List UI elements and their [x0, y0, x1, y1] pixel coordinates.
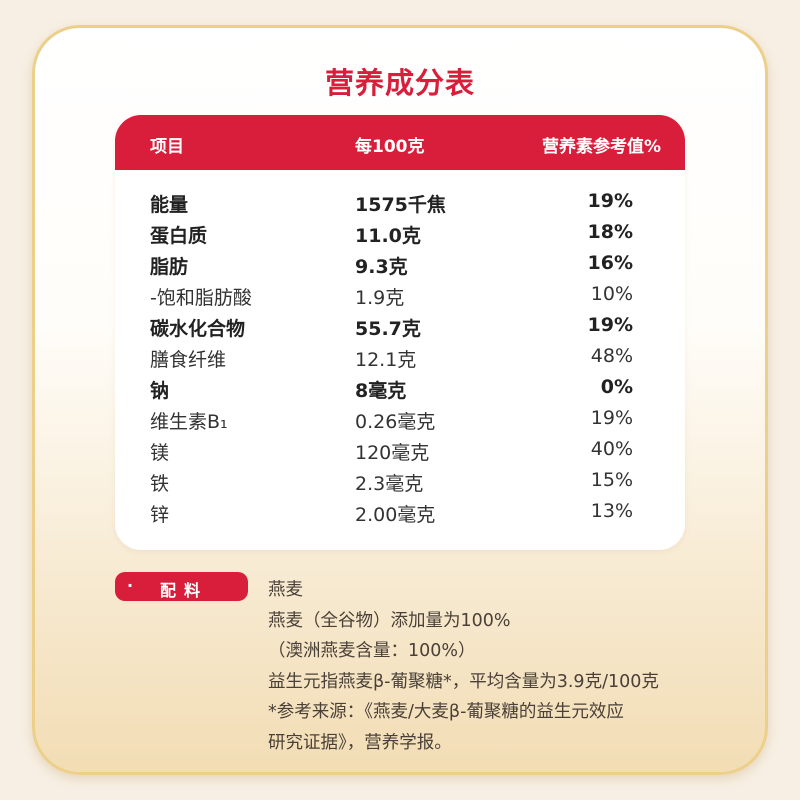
nutrient-name: 锌 — [150, 504, 170, 526]
ingredient-line: 益生元指燕麦β-葡聚糖*，平均含量为3.9克/100克 — [268, 671, 659, 692]
nutrient-nrv: 48% — [590, 345, 633, 367]
nutrient-nrv: 18% — [587, 221, 633, 243]
table-row: 维生素B₁ 0.26毫克 19% — [115, 405, 685, 436]
nutrient-name: 铁 — [150, 473, 170, 495]
nutrient-name: 镁 — [150, 442, 170, 464]
nutrient-amount: 12.1克 — [355, 349, 417, 371]
ingredient-line: 研究证据》，营养学报。 — [268, 732, 452, 753]
nutrient-amount: 8毫克 — [355, 380, 407, 402]
nutrient-name: 钠 — [150, 380, 170, 402]
header-nrv: 营养素参考值% — [541, 137, 661, 157]
ingredients-text: 燕麦燕麦（全谷物）添加量为100% （澳洲燕麦含量：100%） 益生元指燕麦β-葡聚… — [268, 575, 659, 758]
nutrient-nrv: 19% — [590, 407, 633, 429]
table-row: 钠 8毫克 0% — [115, 374, 685, 405]
nutrient-nrv: 16% — [587, 252, 633, 274]
table-header: 项目 每100克 营养素参考值% — [115, 115, 685, 170]
ingredient-line: （澳洲燕麦含量：100%） — [268, 641, 476, 661]
table-row: 能量 1575千焦 19% — [115, 188, 685, 219]
nutrition-table: 项目 每100克 营养素参考值% 能量 1575千焦 19% 蛋白质 11.0克 18% 脂… — [115, 115, 685, 550]
nutrient-amount: 9.3克 — [355, 256, 408, 278]
table-row: 膳食纤维 12.1克 48% — [115, 343, 685, 374]
nutrient-amount: 1575千焦 — [355, 194, 446, 216]
nutrient-name: -饱和脂肪酸 — [150, 287, 252, 309]
nutrient-amount: 11.0克 — [355, 225, 421, 247]
nutrient-amount: 0.26毫克 — [355, 411, 436, 433]
nutrient-amount: 2.00毫克 — [355, 504, 436, 526]
nutrient-nrv: 10% — [590, 283, 633, 305]
page-title: 营养成分表 — [324, 66, 475, 100]
header-item: 项目 — [150, 137, 184, 157]
nutrient-name: 能量 — [150, 194, 189, 216]
table-row: 镁 120毫克 40% — [115, 436, 685, 467]
nutrient-nrv: 40% — [590, 438, 633, 460]
nutrient-amount: 120毫克 — [355, 442, 430, 464]
nutrient-nrv: 15% — [590, 469, 633, 491]
nutrient-amount: 1.9克 — [355, 287, 405, 309]
nutrient-nrv: 0% — [600, 376, 633, 398]
ingredient-line: *参考来源：《燕麦/大麦β-葡聚糖的益生元效应 — [268, 702, 624, 722]
table-row: 锌 2.00毫克 13% — [115, 498, 685, 529]
badge-dot: · — [127, 576, 134, 595]
nutrient-nrv: 19% — [587, 190, 633, 212]
ingredients-badge: · 配料 — [115, 572, 248, 601]
nutrient-amount: 55.7克 — [355, 318, 421, 340]
nutrient-name: 碳水化合物 — [150, 318, 246, 340]
nutrient-name: 膳食纤维 — [150, 349, 227, 371]
nutrient-nrv: 19% — [587, 314, 633, 336]
table-row: 脂肪 9.3克 16% — [115, 250, 685, 281]
table-row: 铁 2.3毫克 15% — [115, 467, 685, 498]
ingredient-line: 燕麦（全谷物）添加量为100% — [268, 610, 511, 631]
ingredients-label: 配料 — [160, 581, 209, 600]
nutrient-nrv: 13% — [590, 500, 633, 522]
table-row: -饱和脂肪酸 1.9克 10% — [115, 281, 685, 312]
header-per-100g: 每100克 — [355, 137, 425, 157]
table-row: 蛋白质 11.0克 18% — [115, 219, 685, 250]
nutrient-amount: 2.3毫克 — [355, 473, 424, 495]
nutrient-name: 维生素B₁ — [150, 411, 228, 433]
nutrient-name: 蛋白质 — [150, 225, 208, 247]
nutrient-name: 脂肪 — [150, 256, 189, 278]
ingredient-line: 燕麦 — [268, 580, 303, 600]
table-row: 碳水化合物 55.7克 19% — [115, 312, 685, 343]
